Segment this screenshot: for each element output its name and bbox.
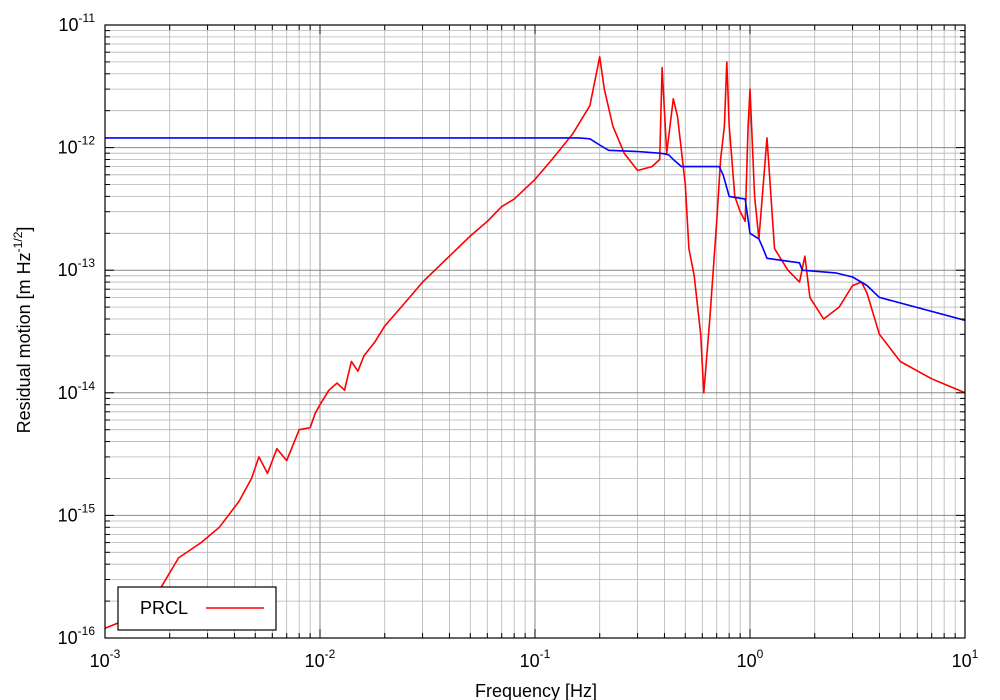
y-tick-label-exp: -16	[78, 624, 96, 638]
y-tick-label-base: 10	[58, 383, 78, 403]
y-tick-label: 10-16	[58, 624, 96, 648]
y-tick-label-base: 10	[59, 15, 79, 35]
y-tick-label: 10-14	[58, 379, 96, 403]
x-tick-label: 10-3	[90, 647, 121, 671]
x-tick-label-base: 10	[952, 651, 972, 671]
x-axis-title: Frequency [Hz]	[475, 681, 597, 700]
axis-ticks	[104, 25, 965, 639]
x-tick-label-exp: -2	[325, 647, 336, 661]
series-line-prcl	[105, 55, 965, 630]
legend-label-prcl: PRCL	[140, 598, 188, 618]
y-tick-label-base: 10	[58, 138, 78, 158]
y-axis-title-end: ]	[14, 227, 34, 232]
y-tick-label-exp: -15	[78, 501, 96, 515]
x-tick-labels: 10-3 10-2 10-1 100 101	[90, 647, 979, 671]
y-tick-label: 10-13	[58, 256, 96, 280]
y-tick-label-exp: -14	[78, 379, 96, 393]
y-tick-label-exp: -11	[79, 11, 96, 25]
x-tick-label-exp: 1	[972, 647, 979, 661]
y-tick-label-exp: -12	[78, 134, 96, 148]
x-tick-label: 100	[737, 647, 764, 671]
y-tick-label: 10-11	[59, 11, 96, 35]
y-axis-title-main: Residual motion [m Hz	[14, 252, 34, 433]
x-tick-label-base: 10	[737, 651, 757, 671]
y-tick-label-base: 10	[58, 505, 78, 525]
y-tick-label-exp: -13	[78, 256, 96, 270]
grid-lines	[104, 25, 965, 639]
x-tick-label-exp: 0	[757, 647, 764, 661]
x-tick-label: 10-2	[305, 647, 336, 671]
x-tick-label-base: 10	[520, 651, 540, 671]
y-tick-label-base: 10	[58, 260, 78, 280]
x-tick-label-base: 10	[305, 651, 325, 671]
legend: PRCL	[117, 586, 277, 631]
y-tick-label: 10-15	[58, 501, 96, 525]
x-tick-label: 10-1	[520, 647, 551, 671]
y-tick-label-base: 10	[58, 628, 78, 648]
x-tick-label-exp: -1	[540, 647, 551, 661]
series-line-blue	[105, 137, 965, 322]
plot-series	[105, 55, 965, 630]
y-axis-title-sup: -1/2	[11, 231, 25, 252]
y-tick-label: 10-12	[58, 134, 96, 158]
x-tick-label-base: 10	[90, 651, 110, 671]
y-axis-title: Residual motion [m Hz-1/2]	[11, 227, 34, 434]
x-tick-label-exp: -3	[110, 647, 121, 661]
x-tick-label: 101	[952, 647, 979, 671]
